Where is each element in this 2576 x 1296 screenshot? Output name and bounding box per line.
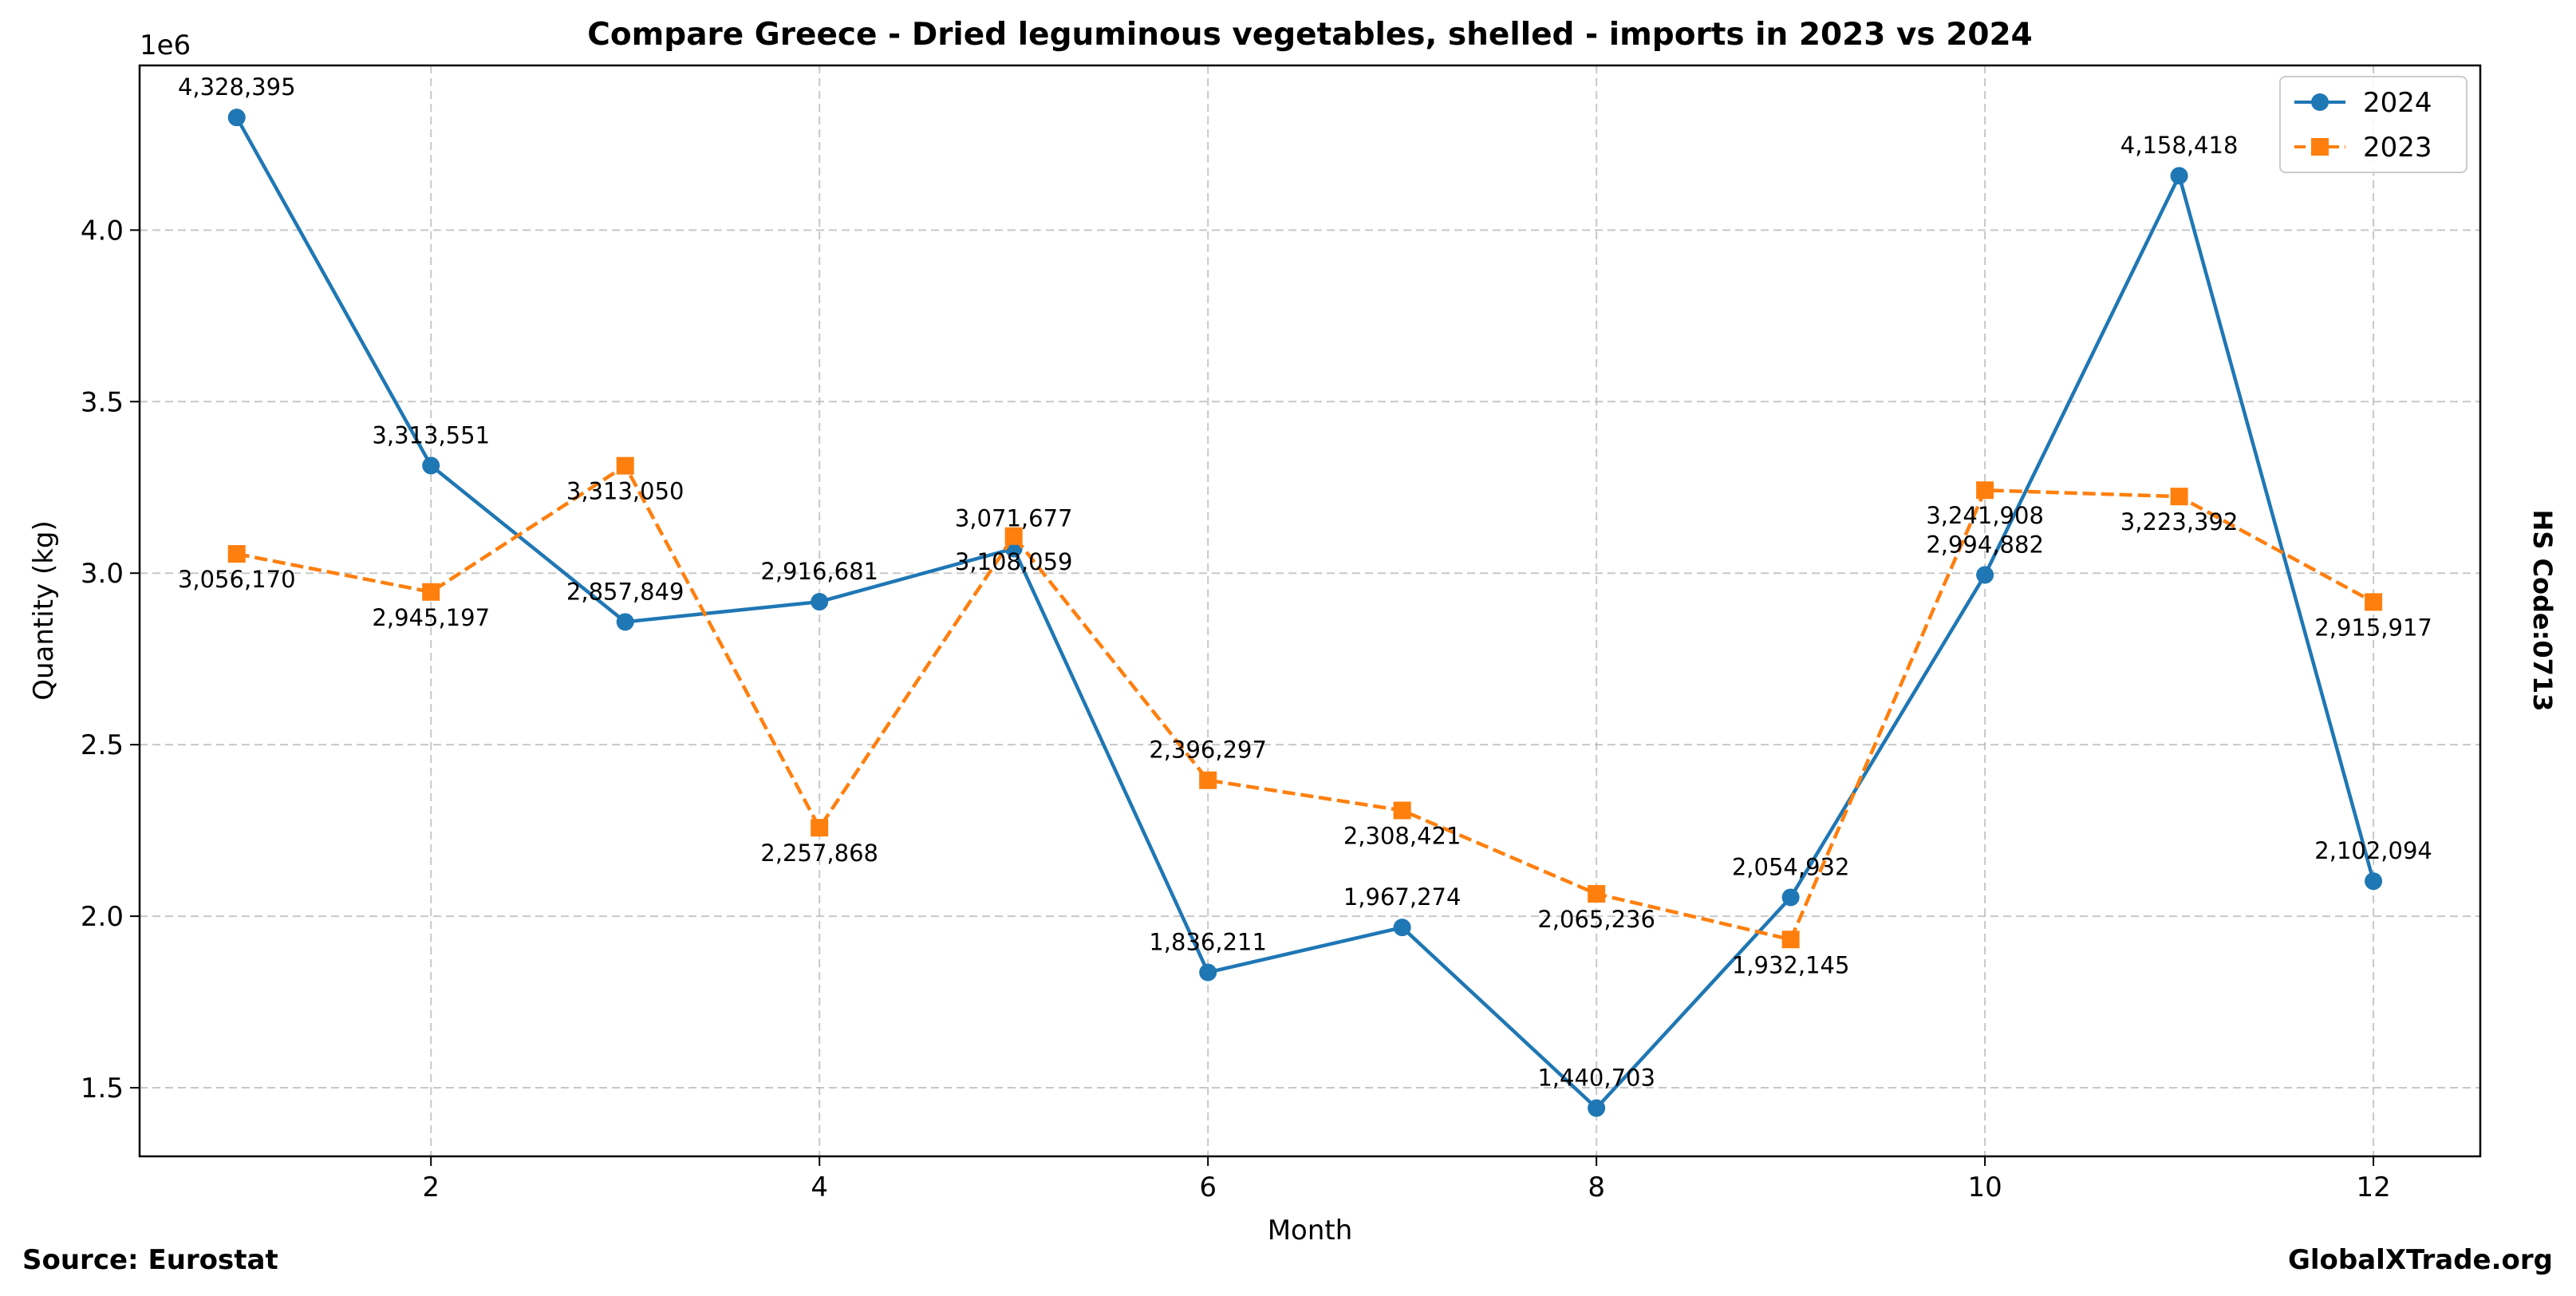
data-point-2024	[227, 109, 246, 127]
data-label-2023: 3,223,392	[2120, 508, 2239, 535]
data-point-2023	[1781, 931, 1800, 949]
x-tick-label: 2	[422, 1172, 440, 1203]
data-point-2023	[1393, 801, 1411, 820]
legend-marker-2024	[2311, 93, 2329, 111]
series-line-2024	[235, 117, 2376, 1110]
data-label-2023: 2,308,421	[1343, 823, 1462, 850]
data-point-2024	[2365, 872, 2383, 891]
data-label-2024: 4,328,395	[178, 73, 296, 101]
y-tick-label: 3.5	[81, 386, 124, 418]
data-label-2024: 2,994,882	[1926, 531, 2044, 558]
legend-marker-2023	[2311, 138, 2329, 156]
x-tick-label: 12	[2356, 1172, 2390, 1203]
x-tick-label: 10	[1967, 1172, 2002, 1203]
data-point-2024	[1588, 1099, 1606, 1117]
data-label-2024: 3,071,677	[955, 504, 1073, 531]
data-label-2023: 3,056,170	[178, 566, 296, 593]
data-point-2024	[1781, 888, 1800, 907]
axes: 2 4 6 8 10 12 1.5 2.0 2.5 3.0 3.5 4.0	[81, 215, 2391, 1203]
data-point-2024	[1976, 566, 1994, 584]
data-label-2023: 2,257,868	[760, 840, 878, 867]
hs-code-label: HS Code:0713	[2527, 510, 2558, 712]
data-point-2023	[1588, 885, 1606, 903]
data-labels: 4,328,395 3,313,551 2,857,849 2,916,681 3,07…	[178, 73, 2432, 1091]
data-label-2023: 3,241,908	[1926, 502, 2044, 529]
y-tick-label: 3.0	[81, 558, 124, 590]
data-label-2023: 2,396,297	[1149, 737, 1267, 764]
data-label-2024: 4,158,418	[2120, 132, 2239, 159]
y-tick-label: 2.0	[81, 901, 124, 933]
data-point-2024	[422, 456, 440, 475]
x-tick-label: 6	[1199, 1172, 1217, 1203]
data-point-2023	[2365, 593, 2383, 611]
plot-frame	[138, 64, 2482, 1158]
data-point-2024	[616, 613, 634, 631]
data-point-2023	[616, 456, 634, 475]
legend: 2024 2023	[2279, 76, 2468, 173]
data-label-2024: 2,102,094	[2314, 837, 2432, 864]
x-axis-label: Month	[1268, 1215, 1353, 1247]
data-label-2023: 2,945,197	[372, 604, 490, 631]
y-tick-label: 4.0	[81, 215, 124, 247]
data-label-2024: 2,054,932	[1732, 853, 1850, 880]
x-tick-label: 8	[1588, 1172, 1605, 1203]
data-label-2024: 1,836,211	[1149, 928, 1267, 955]
chart-title: Compare Greece - Dried leguminous vegeta…	[587, 17, 2033, 53]
data-point-2024	[1199, 963, 1217, 982]
data-label-2023: 1,932,145	[1732, 951, 1850, 978]
data-label-2024: 1,967,274	[1343, 883, 1462, 911]
legend-label-2024: 2024	[2363, 87, 2432, 119]
data-point-2023	[1004, 527, 1023, 545]
x-tick-label: 4	[811, 1172, 828, 1203]
data-label-2023: 3,313,050	[566, 478, 684, 505]
data-label-2023: 3,108,059	[955, 548, 1073, 575]
series-line-2023	[236, 464, 2375, 942]
data-point-2023	[1976, 481, 1994, 500]
data-label-2024: 1,440,703	[1537, 1065, 1655, 1092]
data-point-2023	[422, 583, 440, 601]
data-label-2023: 2,065,236	[1537, 906, 1655, 933]
data-label-2024: 3,313,551	[372, 421, 490, 448]
y-axis-label: Quantity (kg)	[28, 520, 60, 701]
source-label: Source: Eurostat	[22, 1244, 278, 1276]
data-point-2023	[1199, 771, 1217, 789]
y-tick-label: 1.5	[81, 1073, 124, 1104]
data-label-2024: 2,857,849	[566, 578, 684, 605]
series-layer	[227, 109, 2383, 1117]
y-tick-label: 2.5	[81, 729, 124, 761]
data-point-2024	[2170, 167, 2188, 185]
grid	[140, 65, 2480, 1156]
legend-label-2023: 2023	[2363, 132, 2432, 164]
y-offset-label: 1e6	[140, 30, 191, 61]
data-point-2023	[2170, 488, 2188, 506]
data-point-2024	[811, 593, 829, 611]
data-point-2023	[227, 545, 246, 563]
site-label: GlobalXTrade.org	[2288, 1244, 2553, 1276]
data-point-2023	[811, 819, 829, 837]
data-label-2024: 2,916,681	[760, 558, 878, 585]
data-point-2024	[1393, 919, 1411, 937]
data-label-2023: 2,915,917	[2314, 614, 2432, 641]
